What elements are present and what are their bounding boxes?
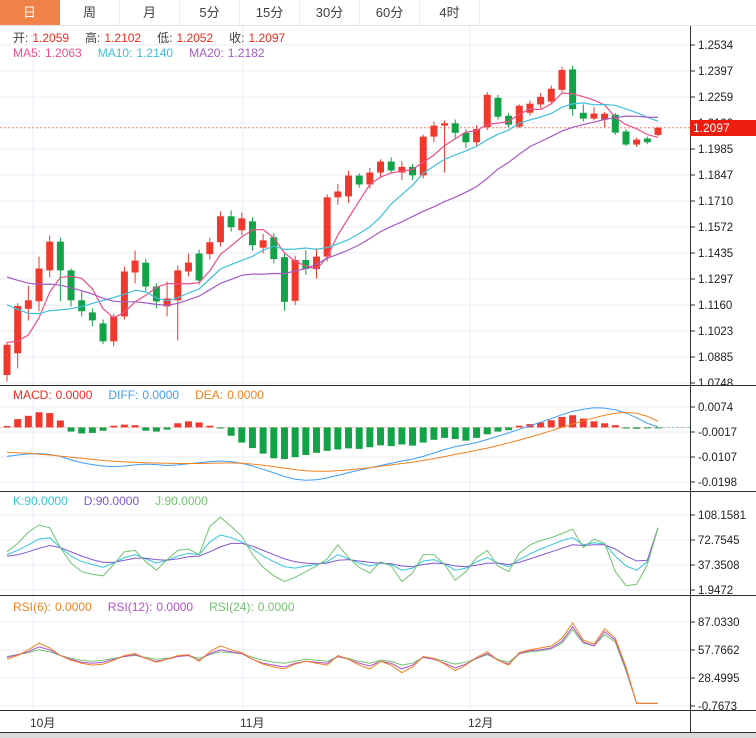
kdj-panel[interactable]: 108.1581 72.7545 37.3508 1.9472	[0, 491, 756, 595]
svg-text:1.0748: 1.0748	[698, 378, 733, 385]
svg-text:1.2534: 1.2534	[698, 40, 734, 52]
current-price-tag: 1.2097	[690, 120, 756, 136]
svg-text:1.1297: 1.1297	[698, 274, 733, 286]
macd-readout: MACD: 0.0000 DIFF: 0.0000 DEA: 0.0000	[13, 388, 264, 402]
x-axis-label-nov: 11月	[240, 716, 265, 730]
tab-5min[interactable]: 5分	[180, 0, 240, 25]
svg-text:1.9472: 1.9472	[698, 585, 733, 595]
tab-60min[interactable]: 60分	[360, 0, 420, 25]
rsi6-label: RSI(6):	[13, 600, 52, 614]
rsi-readout: RSI(6): 0.0000 RSI(12): 0.0000 RSI(24): 0.0…	[13, 600, 295, 614]
macd-panel[interactable]: 0.0074 -0.0017 -0.0107 -0.0198	[0, 385, 756, 491]
tab-month[interactable]: 月	[120, 0, 180, 25]
ma10-value: 1.2140	[136, 46, 174, 60]
main-candlestick-panel[interactable]: 1.25341.23971.22591.21221.19851.18471.17…	[0, 26, 756, 385]
macd-label: MACD:	[13, 388, 52, 402]
rsi-panel[interactable]: 87.0330 57.7662 28.4995 -0.7673	[0, 595, 756, 710]
x-axis-label-oct: 10月	[30, 716, 56, 730]
open-label: 开:	[13, 31, 29, 45]
tab-day[interactable]: 日	[0, 0, 60, 25]
d-value: 90.0000	[95, 494, 140, 508]
panel-separator	[0, 732, 756, 733]
x-axis-strip: 10月 11月 12月	[0, 711, 756, 732]
macd-value: 0.0000	[55, 388, 93, 402]
tab-15min[interactable]: 15分	[240, 0, 300, 25]
diff-value: 0.0000	[142, 388, 180, 402]
panel-separator	[0, 385, 756, 386]
svg-text:1.1985: 1.1985	[698, 144, 733, 156]
rsi12-value: 0.0000	[156, 600, 194, 614]
svg-text:37.3508: 37.3508	[698, 560, 740, 572]
panel-separator	[0, 595, 756, 596]
svg-text:28.4995: 28.4995	[698, 673, 740, 685]
panel-separator	[0, 710, 756, 711]
svg-text:1.1847: 1.1847	[698, 170, 733, 182]
tab-30min[interactable]: 30分	[300, 0, 360, 25]
svg-text:-0.7673: -0.7673	[698, 701, 737, 710]
k-value: 90.0000	[24, 494, 68, 508]
low-value: 1.2052	[176, 31, 214, 45]
high-value: 1.2102	[104, 31, 142, 45]
svg-text:1.0885: 1.0885	[698, 352, 733, 364]
low-label: 低:	[157, 31, 173, 45]
tab-4hour[interactable]: 4时	[420, 0, 480, 25]
bottom-scrollbar-track[interactable]	[0, 733, 756, 738]
diff-label: DIFF:	[108, 388, 139, 402]
open-value: 1.2059	[32, 31, 70, 45]
rsi24-value: 0.0000	[257, 600, 295, 614]
ma20-label: MA20:	[189, 46, 224, 60]
svg-text:-0.0198: -0.0198	[698, 477, 737, 489]
svg-text:-0.0107: -0.0107	[698, 452, 737, 464]
svg-text:1.2259: 1.2259	[698, 92, 733, 104]
rsi6-value: 0.0000	[55, 600, 92, 614]
rsi24-label: RSI(24):	[209, 600, 254, 614]
ma10-label: MA10:	[97, 46, 133, 60]
svg-text:57.7662: 57.7662	[698, 645, 740, 657]
close-label: 收:	[229, 31, 245, 45]
ma5-label: MA5:	[13, 46, 42, 60]
dea-value: 0.0000	[227, 388, 264, 402]
svg-text:1.1572: 1.1572	[698, 222, 733, 234]
close-value: 1.2097	[248, 31, 286, 45]
ma-readout: MA5: 1.2063 MA10: 1.2140 MA20: 1.2182	[13, 46, 265, 60]
kdj-readout: K: 90.0000 D: 90.0000 J: 90.0000	[13, 494, 208, 508]
rsi12-label: RSI(12):	[107, 600, 153, 614]
dea-label: DEA:	[195, 388, 224, 402]
svg-text:1.1023: 1.1023	[698, 326, 733, 338]
svg-text:1.1160: 1.1160	[698, 300, 732, 312]
svg-text:0.0074: 0.0074	[698, 402, 734, 414]
interval-tabbar: 日 周 月 5分 15分 30分 60分 4时	[0, 0, 756, 26]
d-label: D:	[83, 494, 96, 508]
panel-separator	[0, 491, 756, 492]
svg-text:1.1710: 1.1710	[698, 196, 733, 208]
ohlc-readout: 开: 1.2059 高: 1.2102 低: 1.2052 收: 1.2097	[13, 31, 285, 45]
x-axis-label-dec: 12月	[468, 716, 494, 730]
svg-text:-0.0017: -0.0017	[698, 427, 737, 439]
ma20-value: 1.2182	[227, 46, 265, 60]
svg-text:87.0330: 87.0330	[698, 617, 740, 629]
svg-text:1.1435: 1.1435	[698, 248, 733, 260]
k-label: K:	[13, 494, 25, 508]
svg-text:1.2397: 1.2397	[698, 66, 733, 78]
ma5-value: 1.2063	[45, 46, 82, 60]
tab-week[interactable]: 周	[60, 0, 120, 25]
j-label: J:	[155, 494, 165, 508]
svg-text:108.1581: 108.1581	[698, 510, 746, 522]
j-value: 90.0000	[164, 494, 208, 508]
high-label: 高:	[85, 31, 101, 45]
svg-text:72.7545: 72.7545	[698, 535, 740, 547]
y-axis-line	[690, 26, 691, 733]
